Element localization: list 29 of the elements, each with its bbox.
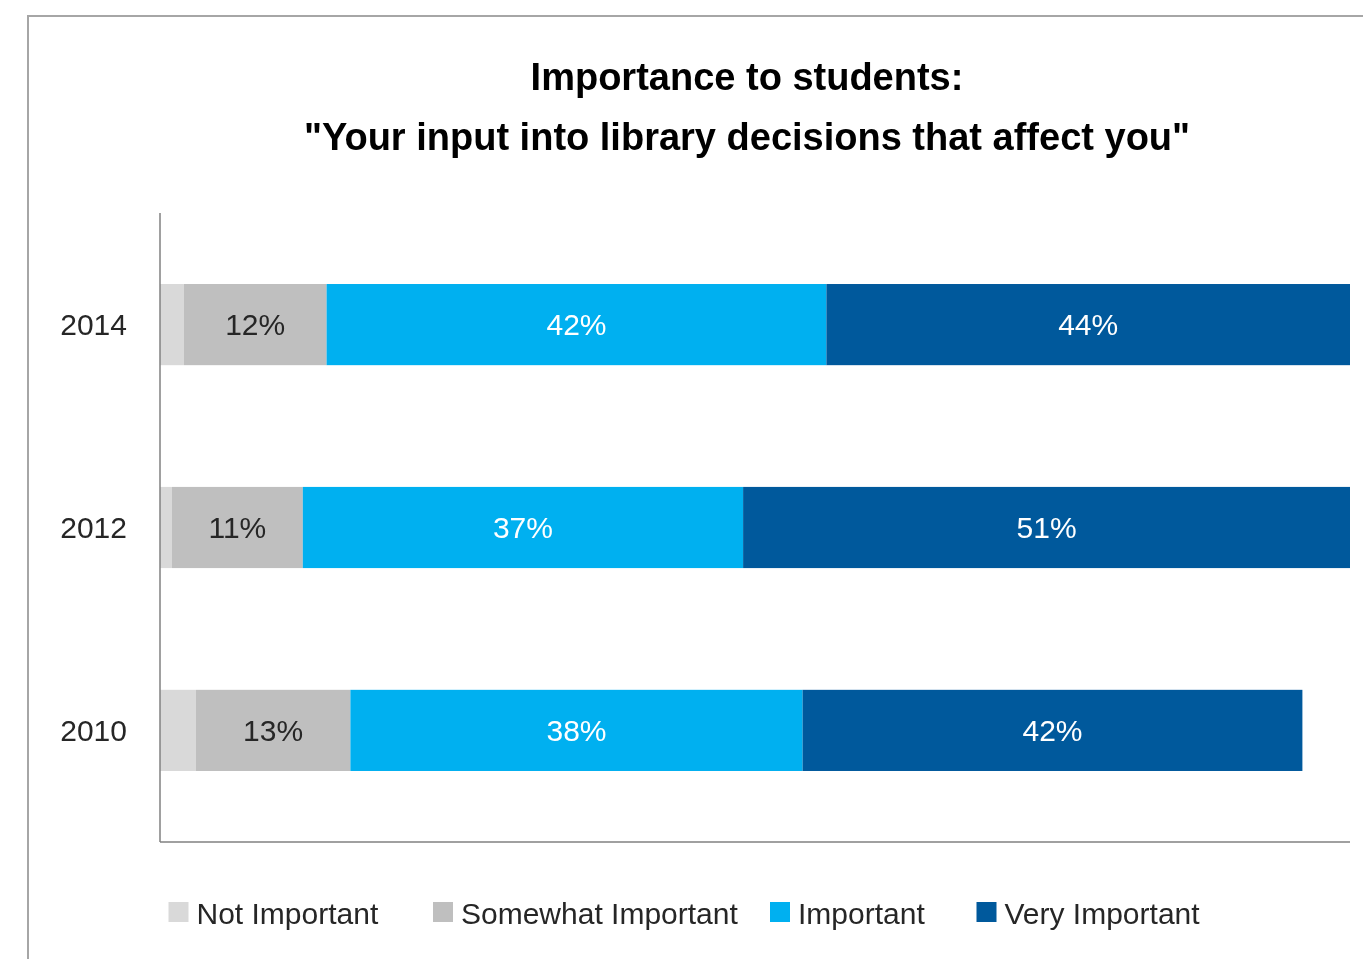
legend-label: Important	[798, 896, 926, 930]
bar	[302, 486, 744, 569]
data-label: 13%	[243, 713, 304, 747]
data-label: 44%	[1058, 308, 1119, 342]
bar	[160, 689, 196, 771]
data-label: 11%	[208, 511, 267, 544]
chart-title: Importance to students: "Your input into library decisions that affect you"	[303, 56, 1191, 158]
bar	[826, 284, 1350, 366]
y-tick-label: 2012	[60, 511, 127, 544]
y-tick-label: 2014	[60, 308, 127, 342]
bar	[183, 284, 327, 366]
bar	[802, 689, 1303, 771]
data-label: 37%	[492, 511, 553, 544]
y-tick-label: 2010	[60, 713, 127, 747]
bar	[326, 284, 827, 366]
data-label: 38%	[546, 713, 607, 747]
data-label: 51%	[1016, 511, 1077, 544]
data-label: 12%	[225, 308, 286, 342]
bar	[160, 284, 184, 366]
legend-label: Very Important	[1004, 896, 1201, 930]
bar	[350, 689, 803, 771]
data-label: 42%	[1022, 713, 1083, 747]
bar	[160, 486, 172, 569]
bar	[171, 486, 303, 569]
legend-label: Somewhat Important	[461, 896, 739, 930]
bar	[195, 689, 351, 771]
data-label: 42%	[546, 308, 607, 342]
bar	[743, 486, 1350, 569]
legend-label: Not Important	[196, 896, 379, 930]
